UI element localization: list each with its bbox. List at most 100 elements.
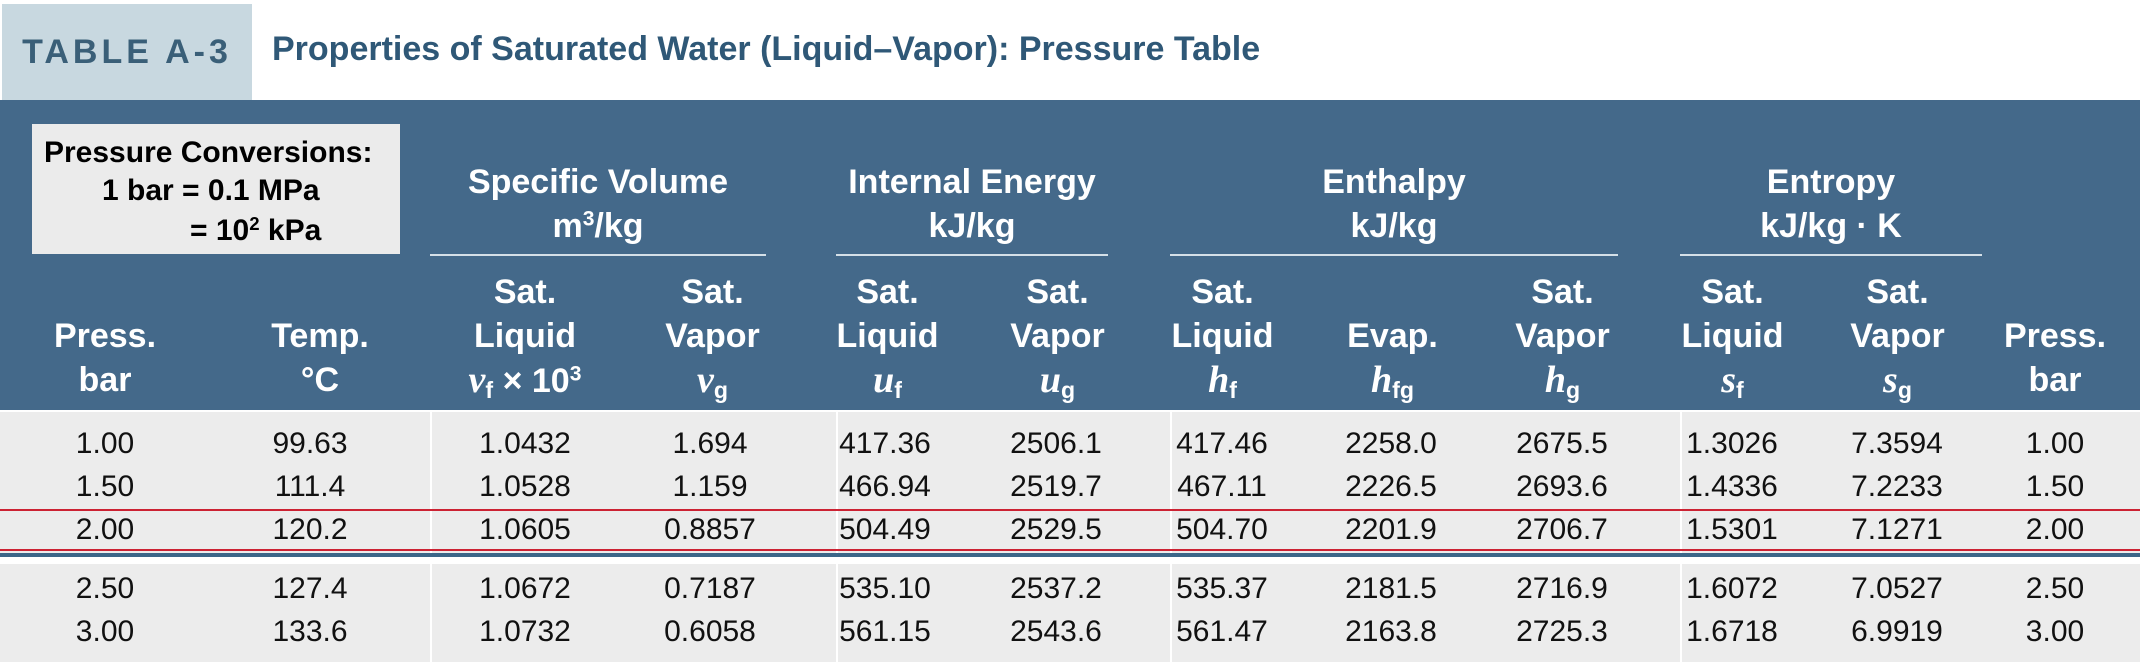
table-cell: 2258.0 [1345,427,1437,460]
table-cell: 2529.5 [1010,513,1102,546]
highlight-line-top [0,509,2140,511]
group-entropy-name: Entropy [1766,163,1896,201]
table-cell: 504.70 [1176,513,1268,546]
conversions-line-1: 1 bar = 0.1 MPa [102,174,320,207]
table-cell: 417.36 [839,427,931,460]
table-cell: 1.6718 [1686,615,1778,648]
col-label: Sat. [1191,273,1254,311]
table-row: 2.00 120.2 1.0605 0.8857 504.49 2529.5 504.70 2… [0,508,2140,551]
col-symbol: ug [985,358,1130,403]
table-title: Properties of Saturated Water (Liquid–Va… [272,30,1261,68]
col-unit: bar [78,361,132,399]
col-label-2: Liquid [1681,317,1784,355]
col-header-press-left: Press. bar [25,314,185,402]
symbol: s [1721,359,1737,401]
col-label: Sat. [856,273,919,311]
col-label-2: Vapor [1515,317,1610,355]
table-cell: 2181.5 [1345,572,1437,605]
col-label-2: Liquid [836,317,939,355]
table-cell: 0.8857 [664,513,756,546]
col-label: Sat. [681,273,744,311]
row-group-separator [0,553,2140,557]
conversions-line-2-exponent: 2 [249,212,260,234]
table-cell: 2226.5 [1345,470,1437,503]
col-header-hg: Sat. Vapor hg [1490,270,1635,403]
col-header-vg: Sat. Vapor vg [640,270,785,403]
unit-rest: /kg [594,207,644,245]
title-bar: TABLE A-3 Properties of Saturated Water … [0,0,2140,100]
table-cell: 535.10 [839,572,931,605]
col-label-2: Liquid [1171,317,1274,355]
col-label-2: Vapor [665,317,760,355]
col-symbol: sg [1825,358,1970,403]
symbol-subscript: f [1736,376,1744,403]
table-cell: 2.00 [75,513,135,546]
table-cell: 1.159 [672,470,748,503]
col-label: Evap. [1347,317,1438,355]
symbol-subscript: g [1566,376,1581,403]
col-label: Sat. [1531,273,1594,311]
table-cell: 1.694 [672,427,748,460]
table-cell: 561.15 [839,615,931,648]
group-specific-volume: Specific Volume m3/kg [430,160,766,248]
table-cell: 1.50 [75,470,135,503]
table-cell: 1.50 [2025,470,2085,503]
symbol-subscript: g [713,376,728,403]
column-divider [836,412,838,662]
col-header-press-right: Press. bar [1985,314,2125,402]
symbol: v [697,359,714,401]
col-symbol: hf [1150,358,1295,403]
table-cell: 535.37 [1176,572,1268,605]
table-cell: 7.2233 [1851,470,1943,503]
table-cell: 133.6 [272,615,348,648]
table-cell: 3.00 [75,615,135,648]
col-label: Sat. [1866,273,1929,311]
table-cell: 504.49 [839,513,931,546]
table-cell: 2506.1 [1010,427,1102,460]
col-symbol: sf [1660,358,1805,403]
group-enthalpy-unit: kJ/kg [1350,207,1438,245]
col-symbol: uf [815,358,960,403]
column-divider [1170,412,1172,662]
table-cell: 2519.7 [1010,470,1102,503]
group-rule-internal-energy [836,254,1108,256]
table-cell: 1.5301 [1686,513,1778,546]
col-header-hf: Sat. Liquid hf [1150,270,1295,403]
table-cell: 7.0527 [1851,572,1943,605]
table-cell: 111.4 [274,470,346,503]
group-rule-specific-volume [430,254,766,256]
col-symbol: vg [640,358,785,403]
col-header-hfg: Evap. hfg [1320,314,1465,403]
symbol: s [1883,359,1898,401]
col-header-vf: Sat. Liquid vf × 103 [430,270,620,403]
table-cell: 467.11 [1177,470,1267,503]
table-cell: 2725.3 [1516,615,1608,648]
group-internal-energy-name: Internal Energy [848,163,1096,201]
symbol-subscript: f [1229,376,1237,403]
col-symbol: hg [1490,358,1635,403]
col-header-temp: Temp. °C [240,314,400,402]
col-label-2: Liquid [474,317,576,355]
symbol: h [1544,359,1566,401]
pressure-conversions-box: Pressure Conversions: 1 bar = 0.1 MPa = … [32,124,400,254]
group-specific-volume-unit: m3/kg [430,204,766,248]
col-header-ug: Sat. Vapor ug [985,270,1130,403]
table-cell: 1.00 [2025,427,2085,460]
symbol-exponent: 3 [569,362,582,386]
table-cell: 2706.7 [1516,513,1608,546]
table-row: 1.00 99.63 1.0432 1.694 417.36 2506.1 417.46 22… [0,422,2140,465]
table-cell: 1.00 [75,427,135,460]
group-rule-enthalpy [1170,254,1618,256]
col-header-sg: Sat. Vapor sg [1825,270,1970,403]
symbol-subscript: f [894,376,902,403]
col-label: Press. [2003,317,2107,355]
col-label: Press. [53,317,157,355]
conversions-line-2-suffix: kPa [259,214,322,247]
col-unit: °C [300,361,340,399]
table-cell: 466.94 [839,470,931,503]
table-cell: 2543.6 [1010,615,1102,648]
table-cell: 2201.9 [1345,513,1437,546]
conversions-line-2-prefix: = 10 [190,214,250,247]
table-cell: 2.50 [75,572,135,605]
group-specific-volume-name: Specific Volume [467,163,729,201]
